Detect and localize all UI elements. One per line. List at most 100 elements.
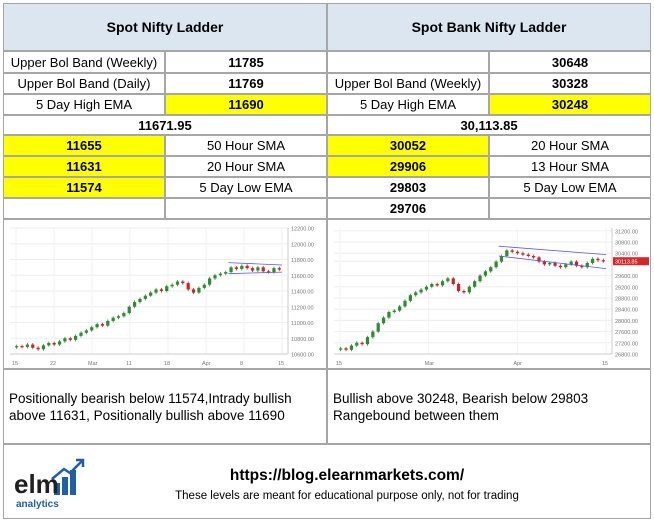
candle-body (574, 261, 579, 266)
y-tick-label: 10800.00 (291, 337, 314, 343)
right-support-value: 30052 (327, 135, 489, 156)
candle-body (365, 337, 370, 345)
left-support-value: 11631 (3, 156, 165, 177)
candle-body (489, 267, 493, 272)
candle-body (229, 267, 233, 273)
candle-body (515, 251, 520, 254)
x-tick-label: 22 (50, 361, 56, 367)
left-commentary-text: Positionally bearish below 11574,Intrady… (9, 390, 292, 423)
x-tick-label: 8 (240, 361, 243, 367)
candle-body (585, 263, 589, 268)
candle-body (564, 264, 568, 268)
channel-line (228, 262, 283, 266)
right-support-value: 29906 (327, 156, 489, 177)
right-support-label: 13 Hour SMA (489, 156, 651, 177)
right-support-value: 29803 (327, 177, 489, 198)
candle-body (371, 331, 375, 338)
left-support-label: 20 Hour SMA (165, 156, 327, 177)
candle-body (398, 306, 402, 311)
disclaimer-text: These levels are meant for educational p… (175, 490, 519, 502)
channel-line (228, 271, 283, 275)
candle-body (100, 324, 105, 326)
candle-body (186, 283, 190, 290)
x-tick-label: 18 (164, 361, 170, 367)
candle-body (569, 261, 573, 265)
candle-body (424, 286, 429, 290)
right-support-label: 5 Day Low EMA (489, 177, 651, 198)
left-empty-cell (165, 198, 327, 219)
svg-text:analytics: analytics (16, 499, 59, 510)
candle-body (68, 338, 72, 340)
candle-body (548, 263, 552, 265)
y-tick-label: 11800.00 (291, 258, 314, 264)
y-tick-label: 12200.00 (291, 227, 314, 233)
candle-body (256, 267, 260, 271)
candle-body (261, 267, 265, 272)
candle-body (532, 256, 536, 258)
candle-body (106, 320, 110, 326)
candle-body (483, 271, 488, 276)
x-tick-label: Apr (513, 361, 522, 367)
elm-analytics-logo: elm analytics (14, 458, 85, 510)
candle-body (419, 289, 423, 293)
candle-body (376, 323, 380, 332)
candle-body (52, 342, 56, 345)
right-title: Spot Bank Nifty Ladder (327, 3, 651, 51)
candle-body (250, 268, 255, 271)
candle-body (20, 346, 24, 348)
last-price-marker (613, 257, 649, 266)
right-row-label (327, 51, 489, 73)
candle-body (542, 261, 546, 265)
right-row-label: Upper Bol Band (Weekly) (327, 73, 489, 94)
footer: elm analytics https://blog.elearnmarkets… (3, 444, 651, 519)
right-row-value: 30248 (489, 94, 651, 115)
svg-text:elm: elm (14, 469, 59, 499)
y-tick-label: 29600.00 (615, 274, 638, 280)
candle-body (601, 260, 605, 262)
left-row-value: 11690 (165, 94, 327, 115)
y-tick-label: 30800.00 (615, 241, 638, 247)
candle-body (240, 265, 244, 269)
banknifty-candlestick-chart: 31200.00 30800.00 30400.00 30113.85 29600.00… (334, 228, 649, 367)
blog-url-link[interactable]: https://blog.elearnmarkets.com/ (229, 467, 465, 484)
y-tick-label: 10600.00 (291, 353, 314, 359)
candle-body (580, 265, 584, 268)
left-spot-price: 11671.95 (3, 115, 327, 135)
candle-body (181, 281, 185, 284)
right-support-label: 20 Hour SMA (489, 135, 651, 156)
candle-body (440, 281, 445, 286)
x-tick-label: 15 (602, 361, 608, 367)
candle-body (349, 345, 354, 350)
x-tick-label: 15 (336, 361, 342, 367)
nifty-candlestick-chart: 12200.00 12000.00 11800.00 11600.00 11400.00… (10, 227, 314, 367)
x-tick-label: 11 (126, 361, 132, 367)
candle-body (224, 272, 228, 274)
left-row-value: 11785 (165, 51, 327, 73)
candle-body (95, 324, 99, 328)
y-tick-label: 28800.00 (615, 297, 638, 303)
candle-body (558, 265, 563, 268)
candle-body (403, 300, 407, 307)
y-tick-label: 28000.00 (615, 319, 638, 325)
nifty-chart: 12200.00 12000.00 11800.00 11600.00 11400.00… (3, 219, 327, 369)
candle-body (478, 275, 482, 282)
y-tick-label: 11200.00 (291, 305, 314, 311)
left-row-label: Upper Bol Band (Weekly) (3, 51, 165, 73)
candle-body (202, 284, 206, 288)
right-commentary: Bullish above 30248, Bearish below 29803… (327, 369, 651, 444)
candle-body (392, 310, 396, 312)
left-support-label: 50 Hour SMA (165, 135, 327, 156)
candle-body (344, 348, 348, 350)
candle-body (505, 250, 509, 256)
candle-body (521, 253, 525, 255)
left-row-label: 5 Day High EMA (3, 94, 165, 115)
y-tick-label: 27200.00 (615, 341, 638, 347)
x-tick-label: Mar (425, 361, 435, 367)
candle-body (510, 250, 514, 252)
candle-body (149, 292, 153, 296)
candle-body (143, 295, 147, 299)
right-spot-price: 30,113.85 (327, 115, 651, 135)
candle-body (122, 313, 126, 317)
candle-body (387, 312, 391, 318)
candle-body (590, 258, 595, 263)
